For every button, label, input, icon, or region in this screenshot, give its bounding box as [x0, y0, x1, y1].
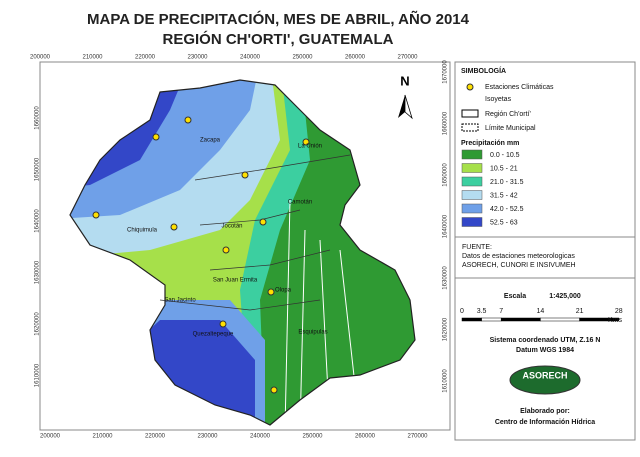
coord-label: 240000 [240, 55, 261, 61]
coord-label: 1640000 [35, 209, 41, 233]
coords-text: Sistema coordenado UTM, Z.16 N [490, 337, 601, 344]
place-label: La Unión [298, 144, 322, 150]
place-label: Esquipulas [298, 330, 327, 336]
scale-label: 28 [615, 308, 623, 315]
coord-label: 1660000 [35, 106, 41, 130]
class-swatch [461, 217, 483, 227]
coord-label: 1610000 [35, 363, 41, 387]
place-label: San Juan Ermita [213, 278, 258, 284]
coord-label: 270000 [407, 434, 428, 440]
region-symbol [461, 109, 479, 118]
place-label: Chiquimula [127, 228, 158, 234]
coord-label: 1610000 [443, 369, 449, 393]
coord-label: 220000 [145, 434, 166, 440]
class-label: 52.5 - 63 [490, 219, 518, 226]
coord-label: 1630000 [443, 266, 449, 290]
place-label: San Jacinto [164, 298, 196, 304]
coord-label: 270000 [397, 55, 418, 61]
coord-label: 1650000 [443, 163, 449, 187]
scale-unit: Kms [608, 317, 623, 324]
legend-item: Estaciones Climáticas [485, 84, 554, 91]
credit: Centro de Información Hídrica [495, 419, 595, 426]
coord-label: 250000 [292, 55, 313, 61]
coord-label: 1640000 [443, 214, 449, 238]
place-label: Olopa [275, 288, 292, 294]
credit: Elaborado por: [520, 408, 570, 415]
class-swatch [461, 149, 483, 160]
class-label: 42.0 - 52.5 [490, 206, 524, 213]
legend-title: SIMBOLOGÍA [461, 66, 506, 75]
class-label: 21.0 - 31.5 [490, 179, 524, 186]
coord-label: 260000 [355, 434, 376, 440]
north-arrow: N [398, 73, 413, 120]
coord-label: 1630000 [35, 260, 41, 284]
coord-label: 240000 [250, 434, 271, 440]
place-label: Camotán [288, 200, 312, 206]
class-swatch [461, 203, 483, 214]
logo-text: ASORECH [522, 370, 567, 380]
source-text: Datos de estaciones meteorologicas [462, 253, 575, 260]
class-label: 0.0 - 10.5 [490, 152, 520, 159]
coords-text: Datum WGS 1984 [516, 347, 574, 354]
municipal-symbol [461, 123, 479, 132]
source-title: FUENTE: [462, 244, 492, 251]
coord-label: 1660000 [443, 111, 449, 135]
scale-segment [500, 317, 541, 322]
coord-label: 230000 [187, 55, 208, 61]
coord-label: 1620000 [35, 312, 41, 336]
municipal-lines [159, 154, 351, 311]
coord-label: 1670000 [443, 60, 449, 84]
place-label: Jocotán [221, 224, 242, 230]
scale-ratio: 1:425,000 [549, 293, 581, 300]
title: MAPA DE PRECIPITACIÓN, MES DE ABRIL, AÑO… [87, 10, 470, 28]
coord-label: 250000 [302, 434, 323, 440]
coord-label: 1620000 [443, 317, 449, 341]
coord-label: 1650000 [35, 157, 41, 181]
subtitle: REGIÓN CH'ORTI', GUATEMALA [162, 30, 393, 48]
coord-label: 210000 [82, 55, 103, 61]
station-symbol [466, 83, 474, 91]
scale-segment [481, 317, 502, 322]
place-label: Quezaltepeque [193, 332, 234, 338]
scale-label: 3.5 [477, 308, 487, 315]
north-label: N [400, 73, 409, 88]
scale-label: 14 [537, 308, 545, 315]
source-text: ASORECH, CUNORI E INSIVUMEH [462, 262, 576, 269]
scale-segment [540, 317, 580, 322]
scale-label: 21 [576, 308, 584, 315]
class-swatch [461, 190, 483, 200]
legend-item: Isoyetas [485, 96, 512, 103]
class-label: 10.5 - 21 [490, 165, 518, 172]
coord-label: 200000 [40, 434, 61, 440]
scale-label: 7 [499, 308, 503, 315]
scale-label: 0 [460, 308, 464, 315]
scale-title: Escala [504, 293, 526, 300]
stations [92, 116, 310, 394]
class-label: 31.5 - 42 [490, 192, 518, 199]
logo [509, 365, 581, 395]
class-swatch [461, 176, 483, 187]
scale-segment [461, 317, 482, 322]
coord-label: 230000 [197, 434, 218, 440]
coord-label: 210000 [92, 434, 113, 440]
precip-title: Precipitación mm [461, 140, 519, 147]
legend-item: Región Ch'ortí' [485, 111, 531, 118]
coord-label: 220000 [135, 55, 156, 61]
class-swatch [461, 163, 483, 173]
coord-label: 260000 [345, 55, 366, 61]
scale-segment [579, 317, 620, 322]
region-outline [69, 79, 416, 426]
coord-label: 200000 [30, 55, 51, 61]
legend-item: Límite Municipal [485, 125, 536, 132]
place-label: Zacapa [200, 138, 221, 144]
